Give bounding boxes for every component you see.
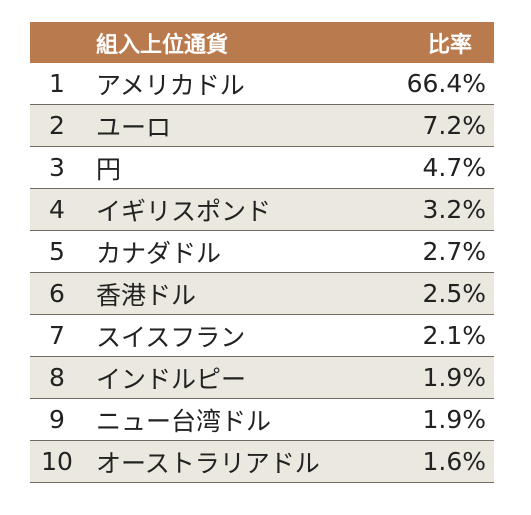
header-rank xyxy=(30,22,88,63)
row-ratio: 7.2% xyxy=(358,104,494,147)
table-row: 2 ユーロ 7.2% xyxy=(30,104,494,147)
row-ratio: 2.5% xyxy=(358,272,494,315)
currency-allocation-table: 組入上位通貨 比率 1 アメリカドル 66.4% 2 ユーロ 7.2% 3 円 … xyxy=(30,22,494,483)
table-row: 7 スイスフラン 2.1% xyxy=(30,314,494,357)
table-row: 10 オーストラリアドル 1.6% xyxy=(30,440,494,483)
table-row: 1 アメリカドル 66.4% xyxy=(30,63,494,105)
row-rank: 6 xyxy=(30,272,88,315)
row-ratio: 2.1% xyxy=(358,314,494,357)
row-rank: 9 xyxy=(30,398,88,441)
row-rank: 5 xyxy=(30,230,88,273)
header-currency: 組入上位通貨 xyxy=(88,22,358,63)
row-currency: オーストラリアドル xyxy=(88,440,358,483)
row-currency: インドルピー xyxy=(88,356,358,399)
row-currency: アメリカドル xyxy=(88,63,358,105)
row-currency: ニュー台湾ドル xyxy=(88,398,358,441)
table-row: 6 香港ドル 2.5% xyxy=(30,272,494,315)
row-rank: 4 xyxy=(30,188,88,231)
row-ratio: 1.9% xyxy=(358,398,494,441)
row-currency: 香港ドル xyxy=(88,272,358,315)
row-ratio: 1.9% xyxy=(358,356,494,399)
row-ratio: 1.6% xyxy=(358,440,494,483)
row-rank: 2 xyxy=(30,104,88,147)
header-ratio: 比率 xyxy=(358,22,494,63)
row-currency: 円 xyxy=(88,146,358,189)
table-row: 8 インドルピー 1.9% xyxy=(30,356,494,399)
table-row: 5 カナダドル 2.7% xyxy=(30,230,494,273)
currency-allocation-table-container: 組入上位通貨 比率 1 アメリカドル 66.4% 2 ユーロ 7.2% 3 円 … xyxy=(30,22,494,483)
row-currency: ユーロ xyxy=(88,104,358,147)
row-ratio: 2.7% xyxy=(358,230,494,273)
table-row: 4 イギリスポンド 3.2% xyxy=(30,188,494,231)
table-header-row: 組入上位通貨 比率 xyxy=(30,22,494,63)
table-body: 1 アメリカドル 66.4% 2 ユーロ 7.2% 3 円 4.7% 4 イギリ… xyxy=(30,63,494,483)
table-row: 9 ニュー台湾ドル 1.9% xyxy=(30,398,494,441)
row-rank: 3 xyxy=(30,146,88,189)
table-row: 3 円 4.7% xyxy=(30,146,494,189)
row-rank: 1 xyxy=(30,63,88,105)
row-currency: イギリスポンド xyxy=(88,188,358,231)
row-currency: スイスフラン xyxy=(88,314,358,357)
row-rank: 7 xyxy=(30,314,88,357)
row-rank: 8 xyxy=(30,356,88,399)
row-ratio: 4.7% xyxy=(358,146,494,189)
row-ratio: 66.4% xyxy=(358,63,494,105)
row-rank: 10 xyxy=(30,440,88,483)
row-ratio: 3.2% xyxy=(358,188,494,231)
row-currency: カナダドル xyxy=(88,230,358,273)
